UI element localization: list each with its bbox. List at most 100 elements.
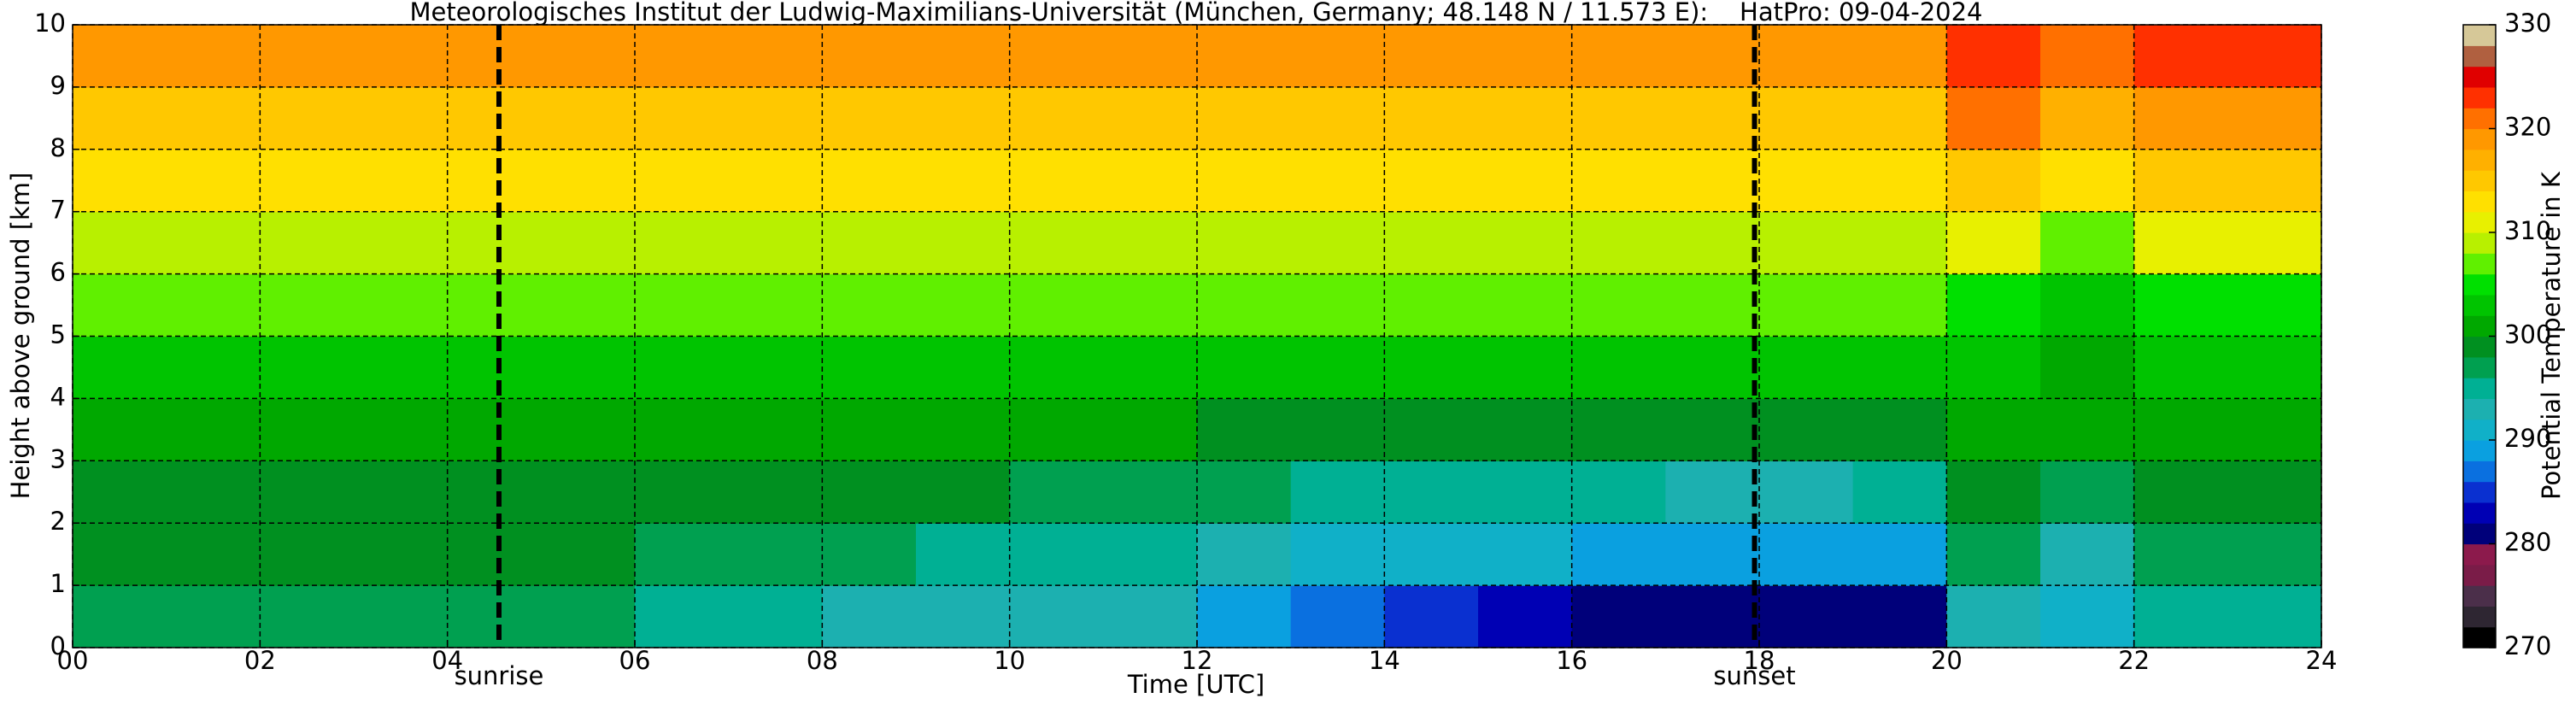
heatmap-cell [1665, 461, 1760, 524]
heatmap-cell [822, 398, 917, 461]
heatmap-cell [73, 86, 167, 150]
heatmap-cell [1384, 336, 1479, 399]
x-tick-label: 18 [1744, 646, 1775, 675]
heatmap-cell [1197, 398, 1292, 461]
heatmap-cell [1478, 398, 1573, 461]
colorbar-swatch [2463, 419, 2496, 441]
heatmap-cell [166, 211, 261, 275]
heatmap-cell [1571, 149, 1666, 213]
heatmap-cell [1384, 149, 1479, 213]
heatmap-cell [1852, 523, 1947, 586]
heatmap-cell [354, 25, 449, 88]
heatmap-cell [73, 25, 167, 88]
heatmap-cell [822, 461, 917, 524]
x-axis-label: Time [UTC] [1127, 670, 1265, 699]
colorbar-swatch [2463, 543, 2496, 566]
heatmap-cell [2133, 149, 2228, 213]
y-tick-label: 8 [50, 133, 66, 162]
heatmap-cell [260, 25, 355, 88]
heatmap-cell [635, 273, 730, 337]
heatmap-cell [1759, 211, 1854, 275]
heatmap-cell [1009, 336, 1104, 399]
colorbar-swatch [2463, 211, 2496, 233]
heatmap-cell [541, 585, 636, 648]
y-tick-label: 7 [50, 196, 66, 225]
heatmap-cell [1759, 273, 1854, 337]
heatmap-cell [354, 211, 449, 275]
heatmap-cell [2133, 398, 2228, 461]
heatmap-cell [2227, 149, 2322, 213]
heatmap-cell [635, 336, 730, 399]
y-tick-label: 4 [50, 382, 66, 411]
heatmap-cell [447, 149, 542, 213]
heatmap-cell [541, 461, 636, 524]
heatmap-cell [73, 523, 167, 586]
heatmap-cell [1852, 25, 1947, 88]
heatmap-cell [1571, 523, 1666, 586]
x-tick-label: 12 [1182, 646, 1213, 675]
heatmap-cell [447, 86, 542, 150]
colorbar-swatch [2463, 315, 2496, 337]
heatmap-cell [73, 398, 167, 461]
heatmap-cell [1197, 336, 1292, 399]
heatmap-cell [1759, 86, 1854, 150]
colorbar-swatch [2463, 86, 2496, 109]
heatmap-cell [916, 523, 1011, 586]
heatmap-cell [1290, 461, 1385, 524]
heatmap-cell [1197, 461, 1292, 524]
heatmap-cell [1290, 25, 1385, 88]
heatmap-cell [447, 461, 542, 524]
heatmap-cell [1946, 461, 2041, 524]
heatmap-cell [2040, 336, 2135, 399]
heatmap-cell [1946, 25, 2041, 88]
heatmap-cell [260, 149, 355, 213]
colorbar-swatch [2463, 108, 2496, 130]
heatmap-cell [916, 211, 1011, 275]
colorbar-swatch [2463, 170, 2496, 191]
heatmap-cell [1478, 86, 1573, 150]
colorbar-swatch [2463, 626, 2496, 648]
heatmap-cell [1852, 585, 1947, 648]
heatmap-cell [354, 523, 449, 586]
heatmap-cell [1009, 211, 1104, 275]
colorbar-swatch [2463, 25, 2496, 46]
heatmap-cell [447, 398, 542, 461]
heatmap-cell [1197, 585, 1292, 648]
heatmap-cell [635, 461, 730, 524]
heatmap-cell [354, 585, 449, 648]
heatmap-cell [541, 398, 636, 461]
heatmap-cell [2227, 273, 2322, 337]
colorbar-swatch [2463, 336, 2496, 358]
colorbar-swatch [2463, 356, 2496, 378]
heatmap-cell [1009, 149, 1104, 213]
heatmap-cell [1852, 149, 1947, 213]
annotation-label: sunset [1713, 661, 1795, 690]
heatmap-cell [728, 273, 823, 337]
heatmap-cell [916, 585, 1011, 648]
heatmap-cell [2133, 273, 2228, 337]
heatmap-cell [260, 585, 355, 648]
heatmap-cell [73, 336, 167, 399]
heatmap-cell [635, 211, 730, 275]
y-tick-label: 2 [50, 507, 66, 536]
heatmap-cell [635, 86, 730, 150]
heatmap-cell [1665, 273, 1760, 337]
heatmap-cell [635, 25, 730, 88]
heatmap-cell [916, 25, 1011, 88]
x-tick-label: 00 [57, 646, 89, 675]
heatmap-cell [728, 211, 823, 275]
heatmap-cell [1946, 585, 2041, 648]
heatmap-cell [2227, 461, 2322, 524]
x-tick-label: 02 [244, 646, 276, 675]
heatmap-cell [1290, 86, 1385, 150]
colorbar-swatch [2463, 502, 2496, 524]
heatmap-cell [635, 149, 730, 213]
heatmap-cell [2133, 86, 2228, 150]
heatmap-cell [447, 211, 542, 275]
heatmap-cell [2133, 585, 2228, 648]
heatmap-cell [1665, 398, 1760, 461]
colorbar-swatch [2463, 128, 2496, 150]
heatmap-cell [166, 585, 261, 648]
heatmap-cell [73, 211, 167, 275]
heatmap-cell [73, 149, 167, 213]
